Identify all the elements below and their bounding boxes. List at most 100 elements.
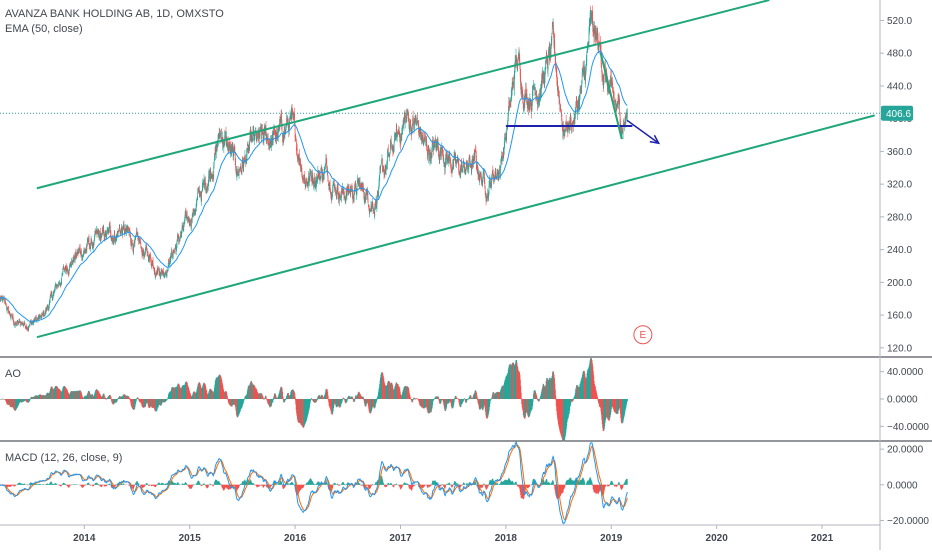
ao-bar bbox=[555, 396, 556, 399]
ao-bar bbox=[477, 397, 478, 399]
ao-bar bbox=[352, 398, 353, 399]
ao-bar bbox=[294, 397, 295, 399]
ao-bar bbox=[282, 397, 283, 399]
ao-bar bbox=[29, 399, 30, 400]
ao-bar bbox=[342, 399, 343, 400]
candle-body bbox=[19, 321, 20, 324]
candle-body bbox=[589, 33, 590, 46]
ao-bar bbox=[117, 399, 118, 400]
ao-bar bbox=[464, 398, 465, 399]
candle-body bbox=[599, 41, 600, 42]
candle-body bbox=[72, 260, 73, 261]
ao-bar bbox=[454, 399, 455, 400]
candle-body bbox=[89, 237, 90, 242]
candle-body bbox=[94, 238, 95, 241]
candle-body bbox=[402, 127, 403, 129]
candle-body bbox=[338, 193, 339, 200]
candle-body bbox=[23, 325, 24, 326]
candle-body bbox=[220, 133, 221, 136]
candle-body bbox=[35, 318, 36, 320]
candle-body bbox=[238, 171, 239, 173]
ao-bar bbox=[468, 399, 469, 400]
ao-bar bbox=[491, 399, 492, 400]
candle-body bbox=[601, 65, 602, 68]
candle-body bbox=[221, 129, 222, 137]
candle-body bbox=[233, 153, 234, 157]
candle-body bbox=[382, 158, 383, 167]
candle-body bbox=[111, 233, 112, 238]
candle-body bbox=[495, 172, 496, 175]
ao-bar bbox=[244, 399, 245, 400]
ao-bar bbox=[327, 395, 328, 399]
candle-body bbox=[335, 189, 336, 191]
ao-bar bbox=[311, 398, 312, 399]
candle-body bbox=[205, 179, 206, 184]
candle-body bbox=[368, 198, 369, 204]
candle-body bbox=[363, 191, 364, 196]
ao-bar bbox=[438, 397, 439, 399]
ao-bar bbox=[265, 396, 266, 399]
candle-body bbox=[297, 148, 298, 155]
candle-body bbox=[11, 315, 12, 318]
candle-body bbox=[180, 240, 181, 241]
candle-body bbox=[201, 192, 202, 201]
candle-body bbox=[62, 270, 63, 274]
candle-body bbox=[623, 127, 624, 133]
candle-body bbox=[16, 322, 17, 324]
candle-body bbox=[415, 118, 416, 121]
candle-body bbox=[558, 90, 559, 95]
candle-body bbox=[417, 118, 418, 120]
candle-body bbox=[373, 212, 374, 213]
candle-body bbox=[604, 74, 605, 82]
candle-body bbox=[187, 213, 188, 217]
candle-body bbox=[413, 116, 414, 119]
candle-body bbox=[388, 148, 389, 153]
ao-bar bbox=[136, 399, 137, 400]
candle-body bbox=[565, 132, 566, 134]
candle-body bbox=[195, 209, 196, 214]
candle-body bbox=[405, 119, 406, 124]
candle-body bbox=[394, 142, 395, 149]
ao-bar bbox=[343, 398, 344, 399]
candle-body bbox=[240, 169, 241, 170]
ao-bar bbox=[532, 399, 533, 402]
candle-body bbox=[548, 59, 549, 70]
candle-body bbox=[170, 265, 171, 266]
candle-body bbox=[377, 196, 378, 199]
candle-body bbox=[17, 323, 18, 325]
candle-body bbox=[8, 306, 9, 310]
ao-bar bbox=[376, 399, 377, 400]
candle-body bbox=[29, 326, 30, 327]
candle-body bbox=[140, 239, 141, 242]
candle-body bbox=[7, 308, 8, 310]
ao-bar bbox=[413, 399, 414, 400]
ao-bar bbox=[539, 399, 540, 400]
candle-body bbox=[559, 96, 560, 100]
ao-bar bbox=[273, 399, 274, 400]
ao-bar bbox=[347, 399, 348, 400]
candle-body bbox=[155, 274, 156, 277]
candle-body bbox=[572, 126, 573, 132]
candle-body bbox=[381, 164, 382, 165]
candle-body bbox=[622, 129, 623, 130]
candle-body bbox=[43, 313, 44, 315]
candle-body bbox=[197, 200, 198, 202]
candle-body bbox=[474, 154, 475, 159]
candle-body bbox=[25, 323, 26, 326]
candle-body bbox=[197, 192, 198, 196]
candle-body bbox=[90, 243, 91, 249]
ao-bar bbox=[627, 399, 628, 401]
candle-body bbox=[334, 183, 335, 185]
ao-bar bbox=[129, 398, 130, 399]
candle-body bbox=[50, 296, 51, 301]
candle-body bbox=[174, 250, 175, 252]
ao-bar bbox=[363, 398, 364, 399]
ao-bar bbox=[317, 399, 318, 400]
ao-bar bbox=[227, 398, 228, 399]
earnings-event-label: E bbox=[640, 330, 647, 341]
candle-body bbox=[243, 164, 244, 169]
candle-body bbox=[552, 29, 553, 34]
